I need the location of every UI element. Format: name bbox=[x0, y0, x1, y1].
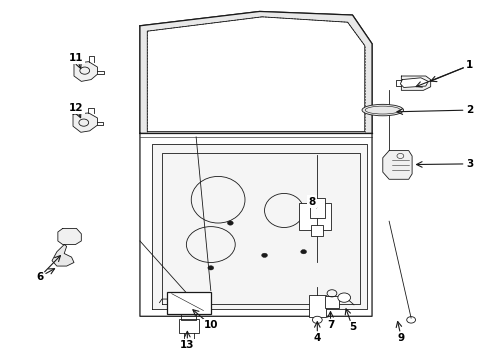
Text: 10: 10 bbox=[203, 320, 218, 330]
Text: 12: 12 bbox=[69, 103, 84, 113]
Text: 8: 8 bbox=[308, 197, 316, 207]
Polygon shape bbox=[140, 12, 372, 134]
Circle shape bbox=[338, 293, 350, 302]
Text: 3: 3 bbox=[466, 159, 473, 169]
Text: 7: 7 bbox=[327, 320, 334, 330]
Polygon shape bbox=[73, 113, 98, 132]
Ellipse shape bbox=[362, 104, 404, 116]
Bar bbox=[309, 296, 326, 317]
Text: 4: 4 bbox=[314, 333, 321, 343]
Polygon shape bbox=[152, 144, 367, 309]
Text: 1: 1 bbox=[466, 60, 473, 70]
Bar bbox=[167, 292, 211, 314]
Circle shape bbox=[262, 253, 268, 257]
Text: 13: 13 bbox=[180, 340, 195, 350]
Text: 5: 5 bbox=[349, 322, 356, 332]
Polygon shape bbox=[74, 62, 98, 81]
Polygon shape bbox=[147, 17, 365, 132]
Bar bbox=[310, 198, 325, 218]
Text: 11: 11 bbox=[69, 53, 84, 63]
Bar bbox=[299, 203, 331, 230]
Circle shape bbox=[313, 316, 322, 323]
Bar bbox=[325, 296, 339, 309]
Polygon shape bbox=[140, 12, 372, 316]
Text: 6: 6 bbox=[36, 272, 44, 282]
Polygon shape bbox=[58, 228, 81, 244]
Polygon shape bbox=[383, 150, 412, 179]
Text: 9: 9 bbox=[398, 333, 405, 343]
Bar bbox=[179, 319, 198, 333]
Polygon shape bbox=[400, 78, 428, 87]
Text: 2: 2 bbox=[466, 105, 473, 115]
Polygon shape bbox=[52, 244, 74, 266]
Polygon shape bbox=[401, 76, 431, 90]
Circle shape bbox=[301, 249, 307, 254]
Circle shape bbox=[208, 266, 214, 270]
Bar bbox=[312, 225, 323, 235]
Circle shape bbox=[227, 221, 233, 225]
